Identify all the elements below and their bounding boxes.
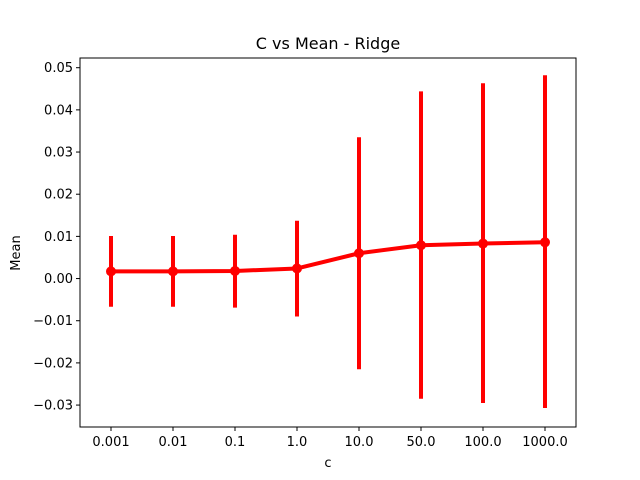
- x-tick-label: 50.0: [407, 435, 436, 450]
- y-axis-label: Mean: [9, 235, 24, 270]
- mean-point: [354, 248, 364, 259]
- plot-frame: [79, 57, 577, 428]
- y-tick-label: 0.05: [44, 61, 73, 76]
- y-axis: −0.03 −0.02 −0.01 0.00 0.01 0.02 0.03 0.04 0.05: [33, 61, 80, 414]
- mean-line: [109, 240, 547, 274]
- mean-point: [292, 263, 302, 274]
- mean-point: [230, 265, 240, 276]
- x-tick-label: 1000.0: [522, 435, 568, 450]
- mean-point: [540, 237, 550, 248]
- y-tick-label: 0.00: [44, 272, 73, 287]
- mean-point: [478, 238, 488, 249]
- y-tick-label: 0.03: [44, 146, 73, 161]
- y-tick-label: 0.04: [44, 103, 73, 118]
- y-tick-label: 0.01: [44, 230, 73, 245]
- mean-point: [106, 266, 116, 277]
- plot-area: [106, 75, 550, 409]
- mean-point: [168, 266, 178, 277]
- y-tick-label: 0.02: [44, 188, 73, 203]
- x-tick-label: 1.0: [287, 435, 308, 450]
- y-tick-label: −0.03: [33, 399, 73, 414]
- x-axis-label: c: [324, 456, 331, 471]
- y-tick-label: −0.01: [33, 314, 73, 329]
- x-tick-label: 0.01: [159, 435, 188, 450]
- x-tick-label: 100.0: [464, 435, 501, 450]
- y-tick-label: −0.02: [33, 356, 73, 371]
- x-tick-label: 0.1: [225, 435, 246, 450]
- mean-point: [416, 240, 426, 251]
- x-tick-label: 10.0: [345, 435, 374, 450]
- x-tick-label: 0.001: [92, 435, 129, 450]
- chart-title: C vs Mean - Ridge: [256, 34, 400, 53]
- x-axis: 0.001 0.01 0.1 1.0 10.0 50.0 100.0 1000.0: [92, 427, 568, 450]
